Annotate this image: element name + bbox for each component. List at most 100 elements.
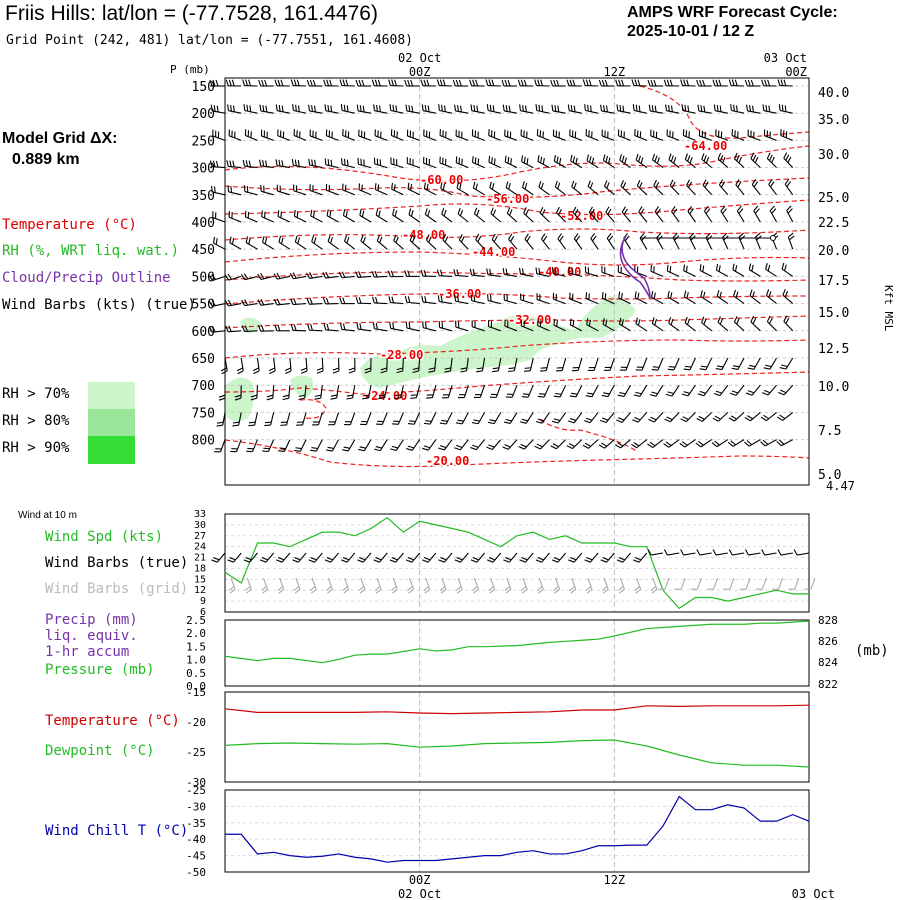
wind-barb-feather — [730, 415, 737, 420]
wind-barb-grid — [423, 577, 431, 594]
wind-barb-feather — [342, 79, 346, 86]
wind-barb-grid — [674, 577, 686, 590]
wind-barb-staff — [673, 357, 680, 371]
wind-barb-feather — [586, 588, 593, 594]
wind-barb-feather — [248, 421, 256, 424]
wind-barb-feather — [345, 79, 349, 86]
wind-barb — [587, 180, 599, 196]
wind-barb-feather — [631, 79, 635, 86]
wind-barb-feather — [394, 210, 398, 217]
wind-barb-feather — [241, 325, 245, 332]
wind-barb-feather — [276, 298, 281, 305]
wind-barb — [781, 262, 794, 277]
wind-barb-feather — [341, 158, 343, 165]
wind-barb-staff — [507, 439, 518, 450]
wind-barb-feather — [266, 394, 274, 398]
wind-barb-staff — [797, 552, 810, 556]
wind-barb-feather — [257, 299, 262, 306]
wind-barb-staff — [491, 439, 502, 450]
wind-barb-feather — [535, 420, 543, 424]
wind-barb — [517, 79, 534, 87]
wind-barb-feather — [734, 265, 738, 272]
wind-barb-feather — [713, 392, 721, 397]
wind-barb — [260, 184, 274, 196]
wind-barb-staff — [619, 577, 625, 590]
wind-barb-feather — [510, 158, 513, 165]
wind-barb-staff — [617, 110, 631, 114]
wind-barb — [322, 297, 339, 305]
wind-barb-feather — [765, 289, 770, 296]
wind-barb-feather — [409, 420, 416, 423]
wind-barb-feather — [507, 79, 511, 87]
wind-barb-feather — [359, 557, 366, 561]
wind-barb-feather — [377, 184, 380, 191]
wind-barb-staff — [682, 109, 696, 114]
wind-barb-feather — [390, 448, 397, 452]
wind-barb-staff — [309, 135, 323, 141]
wind-barb-grid — [277, 577, 285, 594]
wind-barb-feather — [405, 104, 408, 112]
wind-barb-feather — [590, 233, 596, 239]
wind-barb-feather — [556, 320, 558, 327]
wind-barb-staff — [589, 412, 599, 424]
wind-barb — [763, 129, 777, 141]
wind-barb — [241, 325, 258, 333]
wind-barb-feather — [607, 157, 611, 164]
wind-barb-staff — [504, 110, 518, 114]
wind-barb-feather — [768, 178, 773, 185]
wind-barb-feather — [715, 79, 719, 86]
wind-barb-feather — [682, 416, 689, 420]
wind-barb — [696, 79, 712, 87]
wind-barb-staff — [606, 552, 615, 563]
wind-barb-feather — [261, 210, 263, 217]
wind-barb-feather — [263, 211, 266, 219]
pressure-tick-label: 828 — [818, 614, 838, 627]
wind-barb-grid — [488, 577, 496, 594]
wind-barb-feather — [459, 209, 464, 217]
pressure-tick-label: 822 — [818, 678, 838, 691]
wind-barb-staff — [212, 303, 226, 307]
wind-barb-feather — [327, 104, 330, 112]
temperature-contour-label: -20.00 — [426, 454, 469, 468]
wind-barb-feather — [266, 397, 273, 401]
wind-barb-feather — [621, 206, 626, 213]
wind-barb-feather — [221, 370, 228, 375]
wind-barb-feather — [460, 236, 465, 243]
wind-barb-feather — [293, 209, 296, 217]
wind-barb-feather — [747, 415, 754, 420]
wind-barb-feather — [504, 155, 507, 163]
wind-barb-feather — [330, 105, 333, 112]
wind-barb-feather — [456, 557, 463, 561]
wind-barb — [298, 385, 307, 401]
wind-barb-feather — [215, 79, 219, 87]
wind-barb — [711, 439, 729, 448]
wind-barb-staff — [748, 269, 761, 277]
wind-barb-feather — [292, 104, 294, 111]
wind-barb-feather — [654, 155, 658, 162]
wind-barb-staff — [362, 552, 372, 563]
wind-barb-staff — [477, 412, 486, 425]
wind-barb-feather — [603, 180, 608, 187]
wind-barb — [330, 385, 340, 400]
wind-barb-staff — [399, 385, 404, 398]
wind-barb-feather — [765, 104, 768, 112]
wind-barb-staff — [272, 385, 275, 399]
wind-barb-feather — [654, 105, 657, 113]
wind-barb-feather — [324, 158, 327, 165]
wind-barb — [306, 298, 323, 305]
wind-barb-feather — [273, 298, 278, 306]
wind-barb — [240, 273, 258, 281]
wind-barb-feather — [663, 79, 667, 86]
wind-barb-feather — [572, 79, 576, 87]
wind-barb-staff — [325, 164, 339, 169]
wind-barb-staff — [588, 439, 599, 449]
wind-barb-staff — [326, 189, 339, 196]
wind-barb — [582, 79, 599, 87]
wind-barb — [603, 180, 615, 196]
wind-barb-feather — [422, 559, 429, 563]
wind-barb-feather — [702, 265, 705, 272]
wind-barb-staff — [623, 384, 632, 397]
wind-barb — [460, 357, 469, 373]
wind-barb-feather — [537, 155, 540, 162]
wind-barb-feather — [520, 79, 524, 86]
